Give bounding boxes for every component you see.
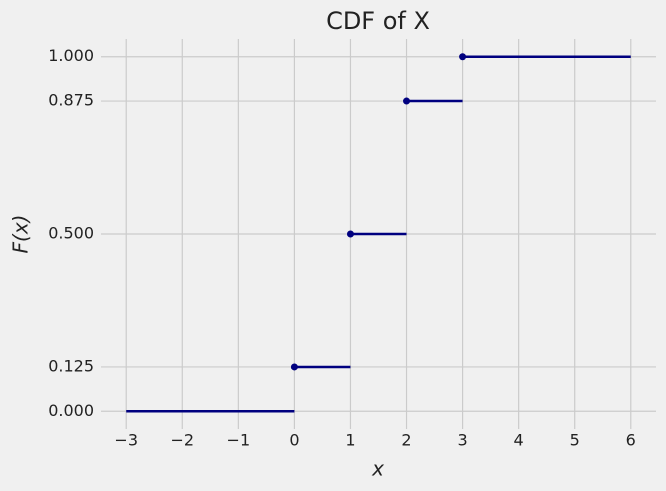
x-tick-label: 3 [457,431,467,450]
x-tick-label: 1 [345,431,355,450]
x-axis-label: x [371,457,384,481]
point [346,230,354,238]
x-tick-label: 4 [514,431,524,450]
y-tick-label: 0.000 [48,401,94,420]
y-tick-label: 0.125 [48,356,94,375]
x-tick-label: −1 [227,431,251,450]
point [403,97,411,105]
x-tick-label: 5 [570,431,580,450]
y-tick-label: 0.500 [48,224,94,243]
y-tick-label: 1.000 [48,46,94,65]
y-tick-label: 0.875 [48,91,94,110]
x-tick-label: 0 [289,431,299,450]
x-tick-label: 6 [626,431,636,450]
point [459,53,467,61]
x-tick-label: −3 [114,431,138,450]
y-axis-label: F(x) [9,215,33,254]
point [290,363,298,371]
x-tick-label: 2 [401,431,411,450]
x-tick-label: −2 [170,431,194,450]
chart-title: CDF of X [326,7,430,35]
